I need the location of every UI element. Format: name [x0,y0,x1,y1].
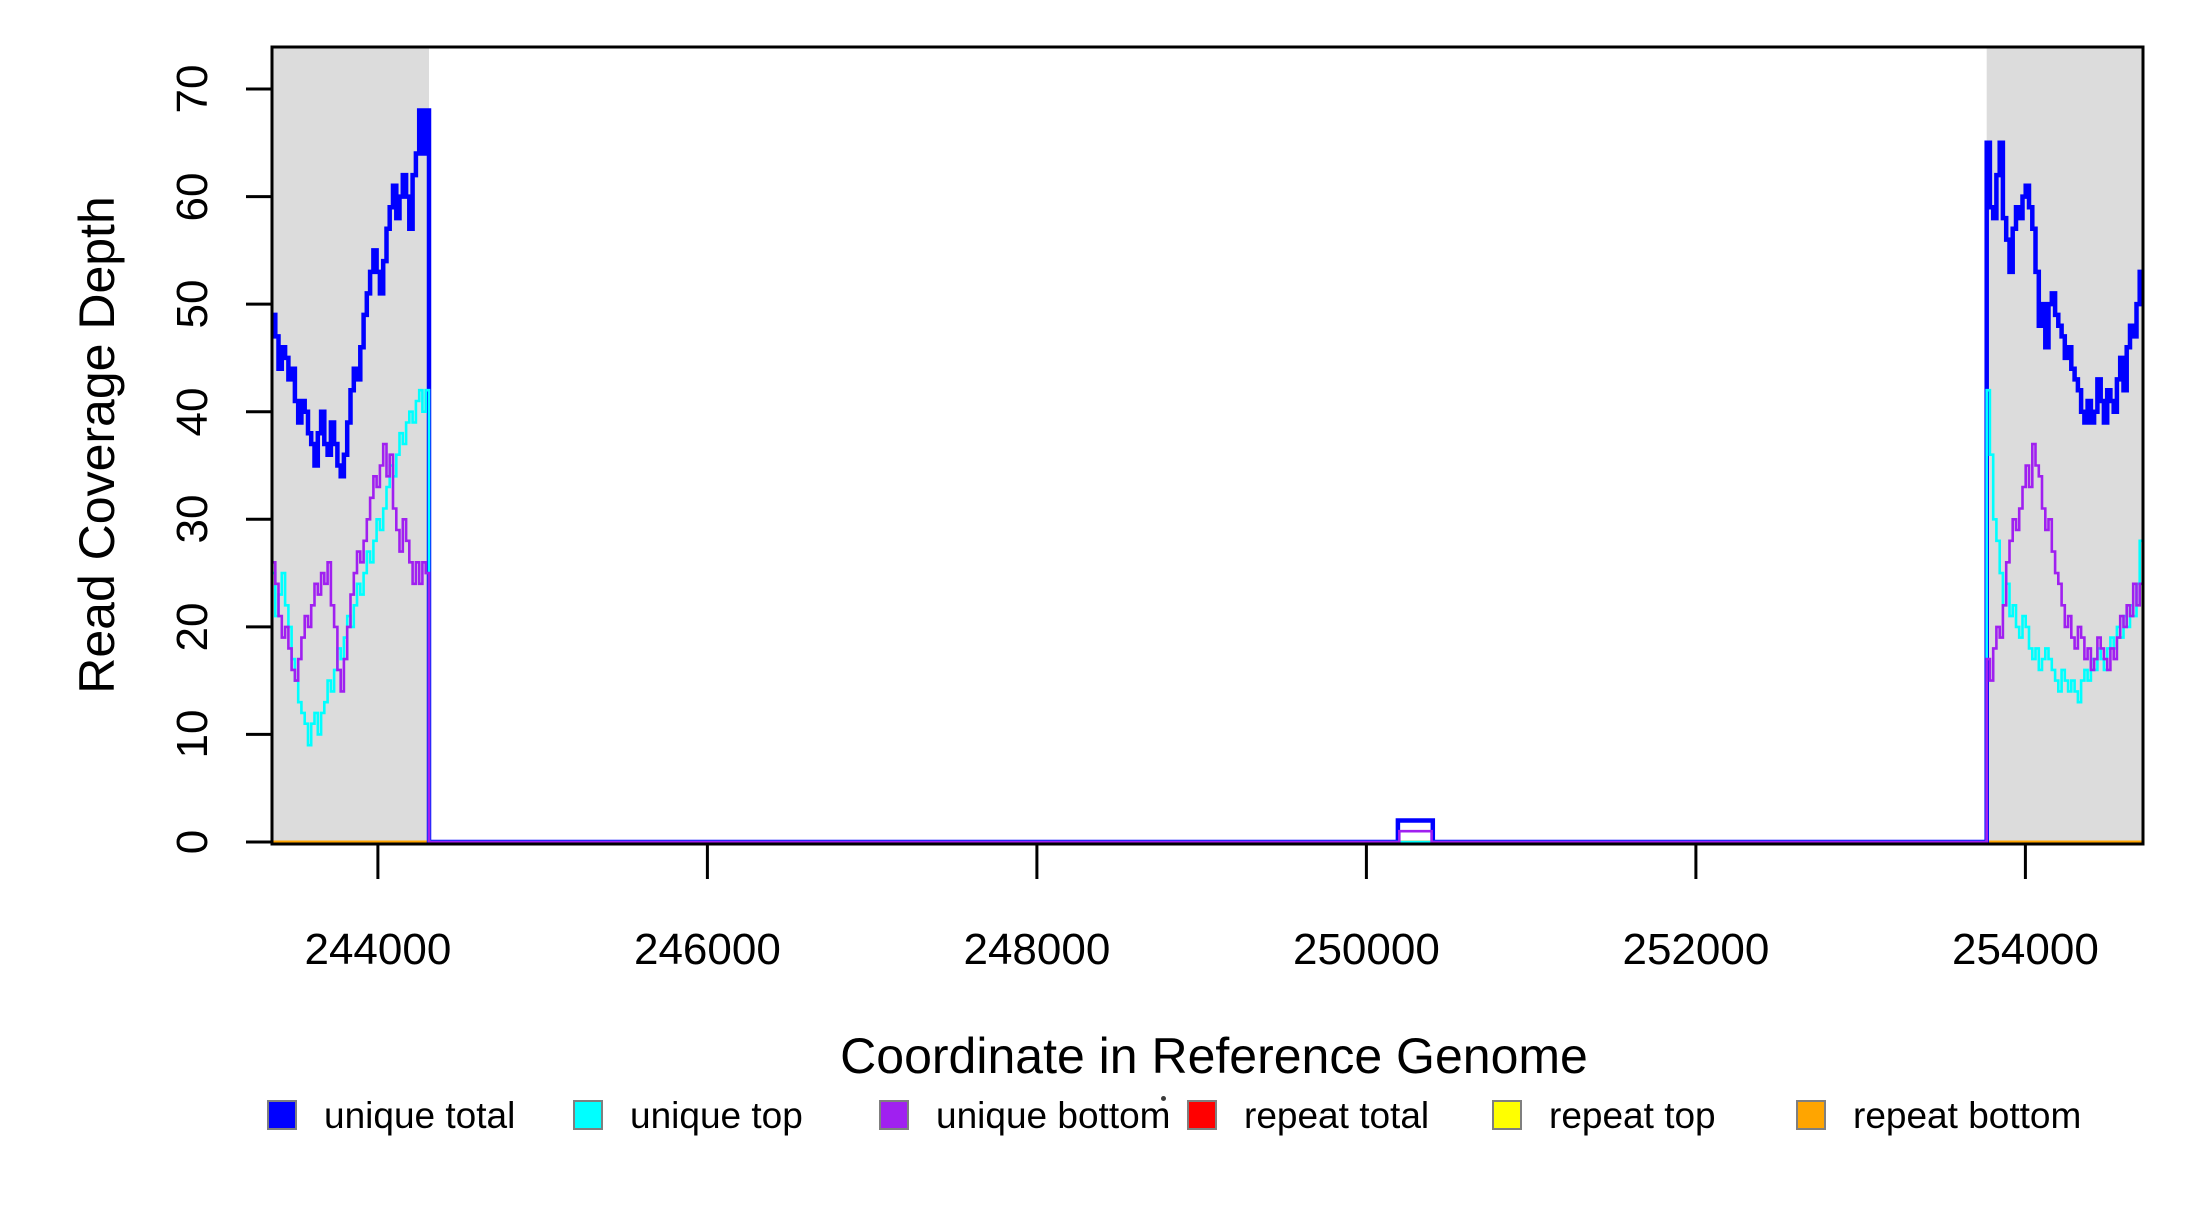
x-axis-title: Coordinate in Reference Genome [840,1028,1588,1084]
y-tick-label: 20 [168,602,217,652]
legend-item-unique-top: unique top [573,1093,803,1137]
x-tick-label: 250000 [1292,925,1440,974]
y-tick-label: 60 [168,172,217,222]
legend-item-unique-total: unique total [267,1093,515,1137]
x-tick-label: 254000 [1951,925,2099,974]
x-tick-label: 246000 [633,925,781,974]
repeat-top-swatch-icon [1492,1100,1522,1130]
legend-label: repeat total [1244,1094,1430,1136]
legend-item-repeat-total: repeat total [1187,1093,1429,1137]
y-tick-label: 10 [168,709,217,759]
unique-total-swatch-icon [267,1100,297,1130]
legend-item-repeat-bottom: repeat bottom [1796,1093,2081,1137]
y-tick-label: 50 [168,279,217,329]
legend-item-unique-bottom: unique bottom [879,1093,1171,1137]
legend-item-repeat-top: repeat top [1492,1093,1716,1137]
legend-label: unique bottom [936,1094,1171,1136]
y-axis-title: Read Coverage Depth [69,196,125,694]
unique-top-swatch-icon [573,1100,603,1130]
repeat-total-swatch-icon [1187,1100,1217,1130]
x-tick-label: 244000 [304,925,452,974]
y-tick-label: 0 [168,829,217,855]
y-tick-label: 30 [168,494,217,544]
x-tick-label: 252000 [1622,925,1770,974]
x-tick-label: 248000 [963,925,1111,974]
stray-dot [1161,1096,1166,1101]
legend-label: repeat top [1549,1094,1716,1136]
legend-label: repeat bottom [1853,1094,2082,1136]
repeat-bottom-swatch-icon [1796,1100,1826,1130]
legend-label: unique total [324,1094,516,1136]
y-tick-label: 40 [168,387,217,437]
legend-label: unique top [630,1094,803,1136]
unique-bottom-swatch-icon [879,1100,909,1130]
y-tick-label: 70 [168,64,217,114]
